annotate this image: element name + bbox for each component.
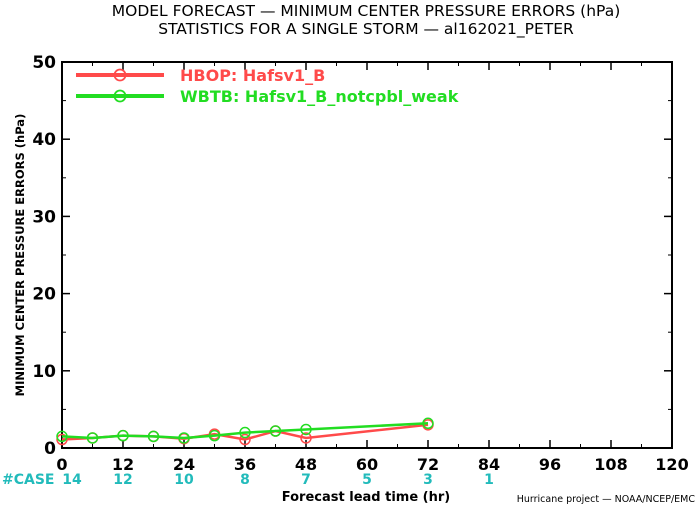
- case-count: 5: [362, 472, 372, 488]
- x-tick-label: 12: [112, 455, 134, 474]
- chart-title: MODEL FORECAST — MINIMUM CENTER PRESSURE…: [112, 2, 621, 20]
- x-tick-label: 84: [478, 455, 500, 474]
- y-tick-label: 10: [32, 362, 56, 382]
- case-count: 12: [113, 472, 132, 488]
- legend: HBOP: Hafsv1_B WBTB: Hafsv1_B_notcpbl_wea…: [76, 66, 459, 106]
- series-point: [117, 429, 129, 442]
- plot-area: [61, 61, 673, 449]
- x-tick-label: 60: [356, 455, 378, 474]
- case-count-row: #CASE 14 12 10 8 7 5 3 1: [2, 472, 494, 488]
- y-axis-label: MINIMUM CENTER PRESSURE ERRORS (hPa): [13, 114, 27, 397]
- series-point: [239, 433, 251, 446]
- y-tick-label: 20: [32, 285, 56, 305]
- x-axis: 0 12 24 36 48 60 72 84 96 108 120: [56, 62, 689, 474]
- legend-label: HBOP: Hafsv1_B: [180, 66, 325, 85]
- x-tick-label: 36: [234, 455, 256, 474]
- series-point: [422, 417, 434, 430]
- series-layer: [56, 417, 434, 446]
- series-point: [300, 432, 312, 444]
- x-tick-label: 108: [594, 455, 627, 474]
- y-tick-label: 50: [32, 53, 56, 73]
- case-count: 14: [62, 472, 82, 488]
- x-tick-label: 48: [295, 455, 317, 474]
- y-axis: 0 10 20 30 40 50: [32, 53, 672, 459]
- series-point: [56, 433, 68, 446]
- series-point: [269, 425, 282, 437]
- plot-border: [61, 61, 673, 449]
- credit-text: Hurricane project — NOAA/NCEP/EMC: [517, 494, 696, 505]
- case-count: 7: [301, 472, 311, 488]
- case-count: 10: [174, 472, 194, 488]
- series-point: [56, 430, 68, 443]
- legend-label: WBTB: Hafsv1_B_notcpbl_weak: [180, 87, 459, 106]
- series-point: [208, 429, 221, 442]
- x-tick-label: 0: [56, 455, 67, 474]
- series-point: [178, 432, 190, 444]
- series-point: [147, 430, 160, 443]
- x-tick-label: 96: [539, 455, 561, 474]
- chart-subtitle: STATISTICS FOR A SINGLE STORM — al162021…: [158, 20, 574, 39]
- x-tick-label: 120: [655, 455, 688, 474]
- series-wbtb: [56, 417, 434, 444]
- legend-marker: [113, 68, 127, 82]
- case-count: 8: [240, 472, 250, 488]
- series-point: [239, 426, 251, 439]
- y-tick-label: 30: [32, 207, 56, 227]
- x-tick-label: 72: [417, 455, 439, 474]
- series-point: [300, 423, 312, 436]
- legend-marker: [113, 89, 127, 103]
- series-point: [86, 432, 99, 444]
- y-tick-label: 40: [32, 130, 56, 150]
- x-tick-label: 24: [173, 455, 195, 474]
- case-label: #CASE: [2, 472, 55, 488]
- case-count: 3: [423, 472, 433, 488]
- x-axis-label: Forecast lead time (hr): [282, 490, 450, 505]
- y-tick-label: 0: [44, 439, 56, 459]
- series-line: [61, 422, 429, 440]
- case-count: 1: [484, 472, 494, 488]
